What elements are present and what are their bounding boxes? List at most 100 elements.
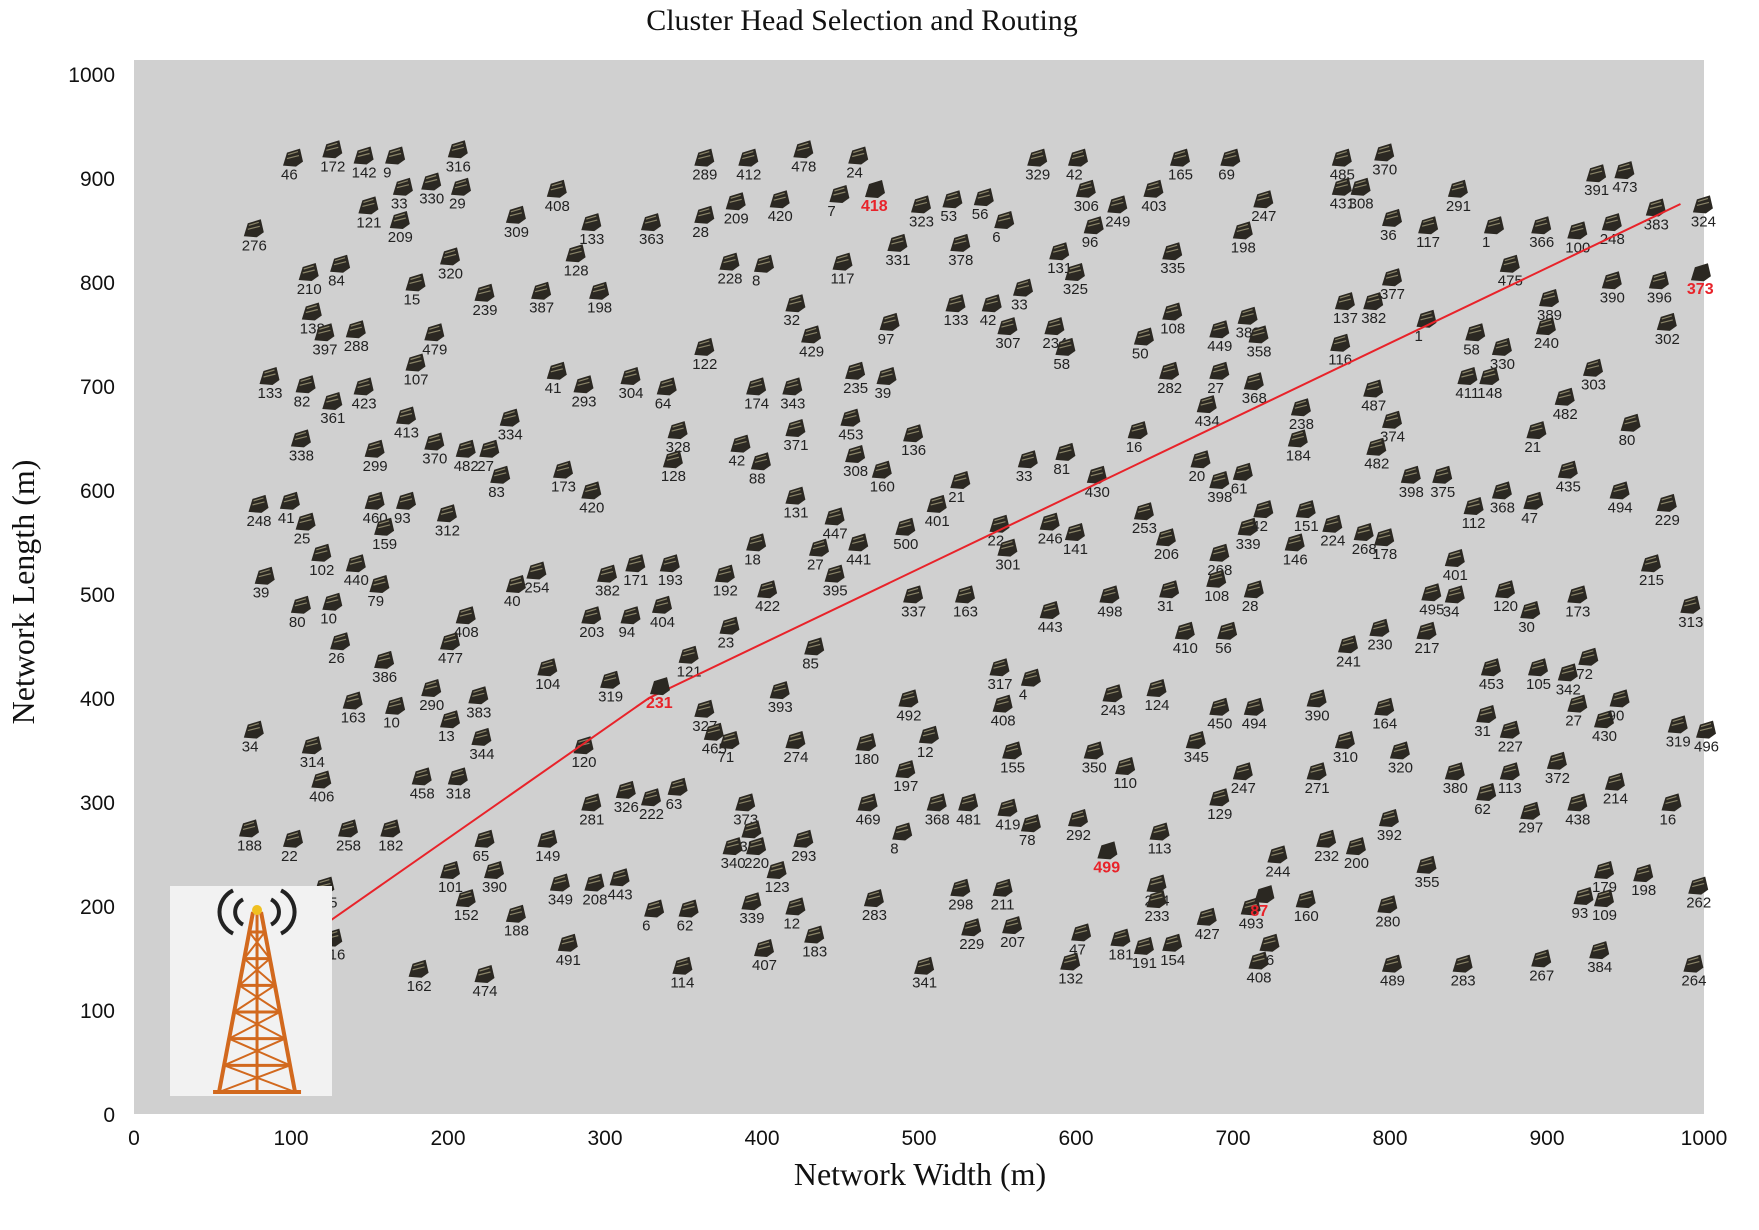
signal-waves-icon — [217, 888, 297, 936]
sensor-node-label: 159 — [372, 536, 397, 553]
sensor-node: 208 — [582, 873, 607, 909]
sensor-node: 107 — [404, 353, 429, 389]
sensor-node-label: 39 — [253, 585, 270, 602]
sensor-node: 27 — [477, 439, 500, 475]
sensor-node: 228 — [718, 252, 743, 288]
sensor-node: 26 — [328, 632, 351, 667]
sensor-node: 339 — [1236, 517, 1261, 553]
sensor-node-label: 475 — [1498, 273, 1523, 290]
sensor-node: 15 — [404, 273, 426, 308]
sensor-node: 368 — [1490, 481, 1515, 516]
sensor-node: 345 — [1184, 731, 1209, 766]
sensor-node-label: 370 — [422, 451, 447, 468]
sensor-node: 28 — [692, 205, 715, 241]
sensor-node: 422 — [755, 580, 780, 615]
sensor-node: 10 — [383, 696, 406, 732]
sensor-node-label: 401 — [925, 513, 950, 530]
sensor-node: 292 — [1066, 809, 1091, 844]
sensor-node: 344 — [469, 727, 494, 763]
sensor-node-label: 338 — [289, 447, 314, 464]
sensor-node: 474 — [473, 965, 498, 1000]
sensor-node: 6 — [642, 899, 665, 935]
sensor-node: 262 — [1686, 876, 1711, 912]
sensor-node: 254 — [524, 561, 549, 597]
sensor-node: 368 — [1242, 372, 1267, 407]
sensor-node: 297 — [1518, 801, 1543, 837]
sensor-node-label: 183 — [802, 944, 827, 961]
sensor-node-label: 312 — [435, 522, 460, 539]
sensor-node: 110 — [1113, 757, 1137, 792]
sensor-node-label: 253 — [1132, 520, 1157, 537]
sensor-node: 65 — [473, 829, 495, 865]
sensor-node: 320 — [438, 247, 463, 282]
sensor-node-label: 408 — [991, 713, 1016, 730]
sensor-node-label: 345 — [1184, 749, 1209, 766]
sensor-node-label: 42 — [980, 312, 997, 329]
sensor-node-label: 15 — [404, 291, 421, 308]
sensor-node-label: 303 — [1581, 377, 1606, 394]
sensor-node: 241 — [1336, 635, 1361, 670]
sensor-node-label: 246 — [1038, 531, 1063, 548]
sensor-node: 328 — [666, 421, 691, 456]
sensor-node: 72 — [1576, 647, 1599, 683]
sensor-node: 20 — [1189, 450, 1211, 485]
sensor-node: 112 — [1462, 497, 1486, 532]
sensor-node-label: 230 — [1367, 637, 1392, 654]
y-tick-label: 300 — [80, 792, 115, 815]
sensor-node-label: 420 — [768, 208, 793, 225]
sensor-node: 316 — [446, 140, 471, 175]
sensor-node: 159 — [372, 517, 397, 553]
sensor-node: 117 — [831, 252, 854, 288]
x-tick-label: 800 — [1372, 1127, 1407, 1150]
sensor-node-label: 337 — [901, 603, 926, 620]
sensor-node-label: 403 — [1141, 198, 1166, 215]
sensor-node-label: 392 — [1377, 827, 1402, 844]
sensor-node-label: 361 — [320, 410, 345, 427]
sensor-node-label: 56 — [972, 206, 989, 223]
x-tick-label: 300 — [587, 1127, 622, 1150]
sensor-node: 413 — [394, 406, 419, 442]
x-tick-label: 1000 — [1681, 1127, 1728, 1150]
sensor-node-label: 319 — [1666, 733, 1691, 750]
sensor-node: 420 — [768, 190, 793, 225]
sensor-node: 492 — [896, 689, 921, 724]
sensor-node: 100 — [1565, 221, 1590, 256]
sensor-node: 443 — [608, 868, 633, 903]
x-tick-label: 900 — [1529, 1127, 1564, 1150]
sensor-node: 309 — [504, 205, 529, 241]
sensor-node-label: 27 — [477, 458, 494, 475]
sensor-node-label: 479 — [422, 341, 447, 358]
sensor-node-label: 41 — [545, 380, 562, 397]
sensor-node-label: 80 — [289, 614, 306, 631]
sensor-node-label: 393 — [768, 699, 793, 716]
sensor-node-label: 149 — [535, 848, 560, 865]
sensor-node: 215 — [1639, 554, 1664, 589]
sensor-node: 293 — [791, 829, 816, 865]
sensor-node: 78 — [1019, 814, 1041, 849]
sensor-node-label: 427 — [1195, 926, 1220, 943]
sensor-node: 90 — [1608, 689, 1630, 724]
sensor-node: 500 — [893, 517, 918, 553]
sensor-node-label: 58 — [1463, 341, 1480, 358]
sensor-node-label: 29 — [449, 196, 466, 213]
sensor-node-label: 72 — [1576, 666, 1593, 683]
cluster-head: 87 — [1250, 885, 1275, 920]
sensor-node: 96 — [1082, 216, 1104, 251]
sensor-node-label: 339 — [739, 910, 764, 927]
cluster-head-label: 231 — [646, 695, 673, 712]
sensor-node: 109 — [1592, 889, 1617, 924]
sensor-node-label: 8 — [890, 841, 898, 858]
cluster-head: 418 — [861, 180, 888, 215]
sensor-node-label: 420 — [579, 499, 604, 516]
sensor-node-label: 496 — [1694, 739, 1719, 756]
sensor-node: 229 — [959, 918, 984, 953]
sensor-node: 163 — [953, 585, 978, 620]
sensor-node: 489 — [1380, 954, 1405, 990]
sensor-node: 81 — [1053, 442, 1076, 478]
sensor-node-label: 217 — [1415, 640, 1440, 657]
sensor-node: 307 — [995, 317, 1020, 352]
cluster-head-icon — [650, 677, 670, 696]
sensor-node-label: 142 — [352, 165, 377, 182]
sensor-node-label: 148 — [1477, 385, 1502, 402]
sensor-node: 200 — [1344, 837, 1369, 872]
